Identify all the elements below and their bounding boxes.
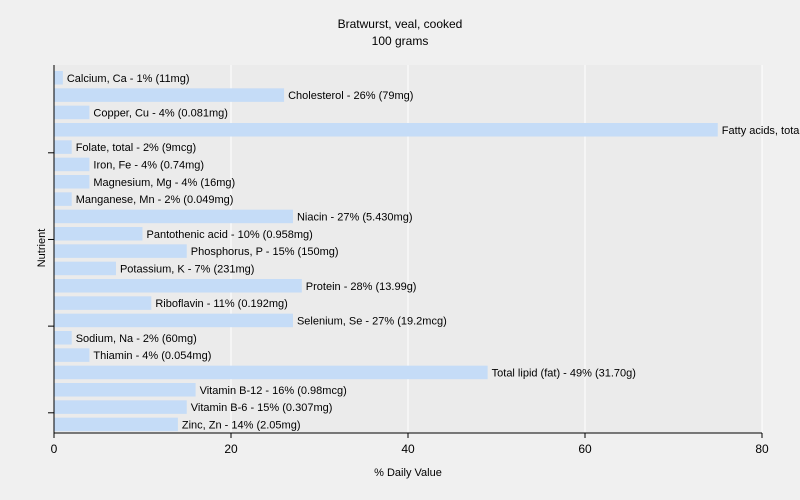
bar-label: Protein - 28% (13.99g) [306, 281, 417, 293]
bar-label: Thiamin - 4% (0.054mg) [93, 350, 211, 362]
bar [54, 157, 90, 172]
bar-label: Riboflavin - 11% (0.192mg) [155, 298, 287, 310]
bar [54, 175, 90, 189]
bar [54, 123, 718, 137]
x-axis-label: % Daily Value [374, 467, 442, 479]
bar-label: Zinc, Zn - 14% (2.05mg) [182, 419, 301, 431]
bar [54, 313, 293, 328]
bar [54, 400, 187, 414]
bar-label: Vitamin B-6 - 15% (0.307mg) [191, 402, 333, 414]
bar-label: Total lipid (fat) - 49% (31.70g) [492, 367, 636, 379]
bar [54, 244, 187, 258]
bar [54, 365, 488, 380]
x-tick-label: 20 [224, 442, 238, 456]
bar-label: Magnesium, Mg - 4% (16mg) [93, 177, 235, 189]
bar-label: Iron, Fe - 4% (0.74mg) [93, 159, 204, 171]
bar [54, 192, 72, 206]
bar-labels: Calcium, Ca - 1% (11mg) Cholesterol - 26%… [67, 73, 800, 432]
bar [54, 140, 72, 154]
bar [54, 417, 178, 432]
axes [48, 65, 763, 438]
bar [54, 348, 90, 362]
bar-label: Niacin - 27% (5.430mg) [297, 211, 413, 223]
bar-label: Cholesterol - 26% (79mg) [288, 90, 413, 102]
bar [54, 383, 196, 397]
bar [54, 71, 63, 85]
bar-label: Potassium, K - 7% (231mg) [120, 263, 255, 275]
bar-label: Pantothenic acid - 10% (0.958mg) [147, 229, 313, 241]
bar-label: Vitamin B-12 - 16% (0.98mcg) [200, 385, 347, 397]
bar [54, 105, 90, 120]
bars [54, 71, 718, 432]
bar-label: Sodium, Na - 2% (60mg) [76, 333, 197, 345]
bar [54, 209, 293, 224]
x-tick-label: 80 [755, 442, 769, 456]
y-axis-label: Nutrient [36, 229, 48, 268]
bar-label: Folate, total - 2% (9mcg) [76, 142, 196, 154]
bar [54, 227, 143, 241]
bar [54, 296, 152, 310]
bar-label: Copper, Cu - 4% (0.081mg) [93, 107, 228, 119]
bar-label: Calcium, Ca - 1% (11mg) [67, 73, 190, 85]
x-tick-label: 0 [51, 442, 58, 456]
bar-label: Selenium, Se - 27% (19.2mcg) [297, 315, 447, 327]
bar-label: Manganese, Mn - 2% (0.049mg) [76, 194, 234, 206]
bar [54, 331, 72, 345]
chart-title: Bratwurst, veal, cooked [338, 17, 463, 31]
bar-label: Phosphorus, P - 15% (150mg) [191, 246, 339, 258]
bar [54, 88, 285, 102]
x-tick-label: 40 [401, 442, 415, 456]
chart-subtitle: 100 grams [372, 34, 429, 48]
x-tick-labels: 0 20 40 60 80 [51, 442, 769, 456]
bar [54, 279, 302, 293]
bar [54, 261, 116, 276]
x-tick-label: 60 [578, 442, 592, 456]
bar-label: Fatty acids, total saturated - 75% (14.9… [722, 125, 800, 137]
